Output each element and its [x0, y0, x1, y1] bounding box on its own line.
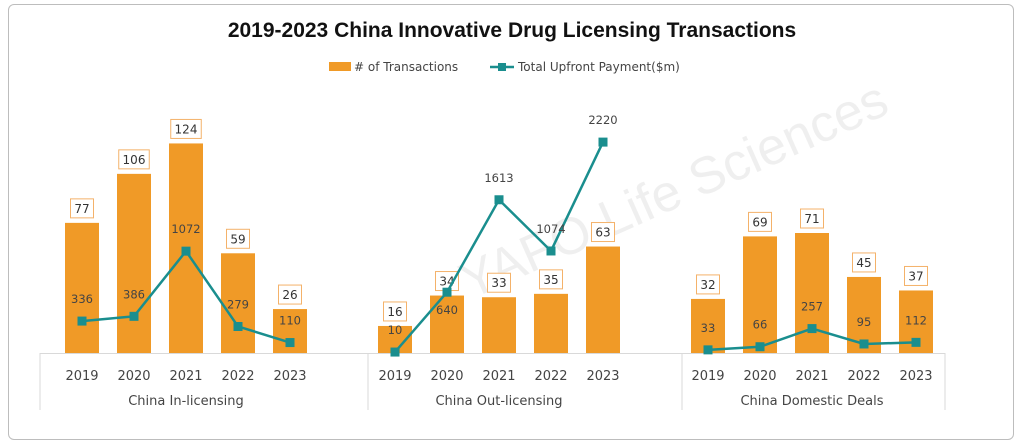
line-point: [755, 342, 765, 352]
bar-label: 33: [491, 276, 506, 290]
line-label: 386: [123, 287, 145, 301]
bar: [221, 253, 255, 353]
line-label: 336: [71, 292, 93, 306]
bar-label-box: [487, 272, 511, 293]
legend-label-transactions: # of Transactions: [354, 60, 458, 74]
bar-label-box: [170, 118, 202, 139]
bar-label: 106: [123, 153, 146, 167]
x-tick-label: 2021: [482, 369, 515, 384]
x-tick-label: 2019: [65, 369, 98, 384]
line-point: [546, 246, 556, 256]
line-label: 110: [279, 314, 301, 328]
bar-label: 124: [175, 122, 198, 136]
x-tick-label: 2023: [899, 369, 932, 384]
line-point: [859, 339, 869, 349]
bar: [482, 297, 516, 353]
bar: [65, 222, 99, 353]
bar-label: 37: [908, 269, 923, 283]
bar: [795, 233, 829, 353]
watermark: YAFO Life Sciences: [451, 70, 896, 311]
bar-label: 16: [387, 305, 402, 319]
group-label: China In-licensing: [128, 394, 244, 409]
bar: [743, 236, 777, 353]
line-label: 10: [388, 323, 403, 337]
bar-label: 26: [282, 288, 297, 302]
x-tick-label: 2021: [169, 369, 202, 384]
line-point: [390, 347, 400, 357]
line-label: 2220: [588, 113, 617, 127]
x-tick-label: 2020: [743, 369, 776, 384]
legend-label-upfront: Total Upfront Payment($m): [517, 60, 680, 74]
line-point: [77, 316, 87, 326]
bar: [691, 298, 725, 353]
legend-line-marker: [498, 63, 506, 71]
line-point: [494, 195, 504, 205]
bar-label: 69: [752, 215, 767, 229]
line-label: 1613: [484, 171, 513, 185]
line-point: [181, 246, 191, 256]
line-point: [233, 321, 243, 331]
bar: [586, 246, 620, 353]
bar-label: 77: [74, 202, 89, 216]
group-label: China Out-licensing: [435, 394, 562, 409]
line-point: [911, 337, 921, 347]
bar-label-box: [696, 274, 720, 295]
line-label: 640: [436, 303, 458, 317]
x-tick-label: 2022: [847, 369, 880, 384]
x-tick-label: 2023: [586, 369, 619, 384]
line-point: [285, 338, 295, 348]
line-point: [129, 311, 139, 321]
x-tick-label: 2019: [378, 369, 411, 384]
x-tick-label: 2023: [273, 369, 306, 384]
bar-label-box: [852, 252, 876, 273]
line-label: 279: [227, 297, 249, 311]
bar-label-box: [118, 149, 150, 170]
legend: # of Transactions Total Upfront Payment(…: [329, 60, 680, 74]
line-point: [442, 287, 452, 297]
line-label: 257: [801, 300, 823, 314]
x-tick-label: 2022: [534, 369, 567, 384]
line-label: 33: [701, 321, 716, 335]
group-label: China Domestic Deals: [740, 394, 883, 409]
bar-label-box: [70, 198, 94, 219]
x-tick-label: 2021: [795, 369, 828, 384]
bar-label-box: [904, 265, 928, 286]
bar-label: 35: [543, 273, 558, 287]
chart-title: 2019-2023 China Innovative Drug Licensin…: [228, 19, 796, 42]
bar-label-box: [800, 208, 824, 229]
bar-label: 71: [804, 212, 819, 226]
line-label: 1074: [536, 222, 565, 236]
line-point: [598, 137, 608, 147]
x-tick-label: 2022: [221, 369, 254, 384]
bar-label: 63: [595, 226, 610, 240]
bar-label-box: [748, 211, 772, 232]
bar-label-box: [226, 228, 250, 249]
line-label: 1072: [171, 222, 200, 236]
x-tick-label: 2020: [117, 369, 150, 384]
line-label: 112: [905, 313, 927, 327]
bar-label: 45: [856, 256, 871, 270]
x-tick-label: 2019: [691, 369, 724, 384]
bar: [117, 173, 151, 353]
line-point: [703, 345, 713, 355]
bar-label-box: [591, 222, 615, 243]
bar-label: 59: [230, 232, 245, 246]
bar: [534, 293, 568, 353]
bar-label-box: [278, 284, 302, 305]
line-label: 95: [857, 315, 872, 329]
x-tick-label: 2020: [430, 369, 463, 384]
bar-label: 32: [700, 278, 715, 292]
line-label: 66: [753, 318, 768, 332]
bar-label-box: [539, 269, 563, 290]
legend-bar-swatch: [329, 62, 351, 71]
line-point: [807, 324, 817, 334]
bar-label-box: [383, 301, 407, 322]
